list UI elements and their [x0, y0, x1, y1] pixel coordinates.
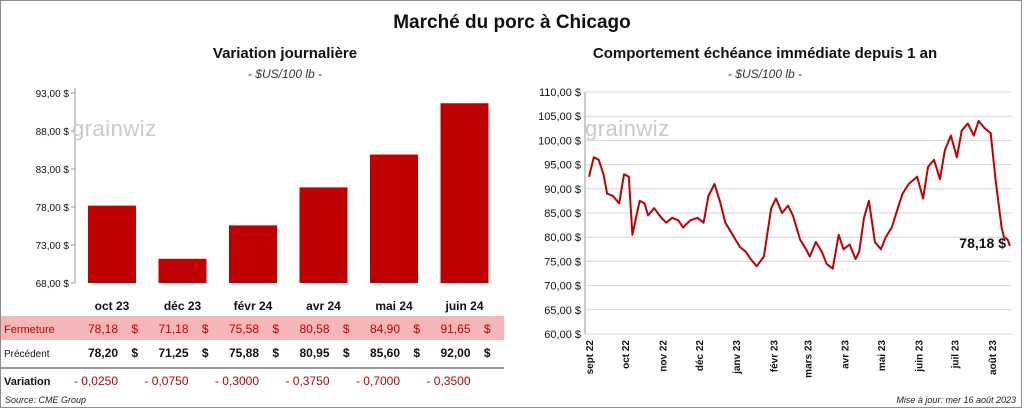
- cell-suffix: $: [484, 346, 491, 360]
- cell-suffix: $: [343, 346, 350, 360]
- cell-value: - 0,0750: [144, 374, 188, 388]
- price-line: [588, 120, 1011, 270]
- column-header: févr 24: [234, 299, 273, 313]
- cell-value: 78,20: [88, 346, 118, 360]
- cell-value: 85,60: [370, 346, 400, 360]
- y-tick-label: 78,00 $: [36, 203, 70, 214]
- cell-value: 71,18: [158, 322, 188, 336]
- cell-value: 71,25: [158, 346, 188, 360]
- row-label: Fermeture: [4, 324, 55, 336]
- cell-value: 78,18: [88, 322, 118, 336]
- page-title: Marché du porc à Chicago: [393, 12, 631, 33]
- cell-value: 91,65: [440, 322, 470, 336]
- cell-suffix: $: [272, 322, 279, 336]
- cell-value: 75,88: [229, 346, 259, 360]
- right-line-chart: 110,00 $ 105,00 $ 100,00 $ 95,00 $ 90,00 $ 85…: [538, 87, 1012, 378]
- cell-suffix: $: [272, 346, 279, 360]
- column-header: oct 23: [95, 299, 130, 313]
- cell-suffix: $: [413, 322, 420, 336]
- y-tick-label: 83,00 $: [36, 165, 70, 176]
- cell-suffix: $: [131, 322, 138, 336]
- cell-value: - 0,3500: [426, 374, 470, 388]
- y-tick-label: 105,00 $: [538, 111, 581, 123]
- cell-suffix: $: [202, 322, 209, 336]
- y-tick-label: 68,00 $: [36, 279, 70, 290]
- y-tick-label: 110,00 $: [539, 87, 581, 99]
- x-tick-label: mai 23: [877, 340, 888, 372]
- cell-value: - 0,3000: [215, 374, 259, 388]
- update-note: Mise à jour: mer 16 août 2023: [896, 395, 1016, 405]
- row-label: Précédent: [4, 349, 50, 360]
- cell-value: - 0,0250: [74, 374, 118, 388]
- y-tick-label: 95,00 $: [544, 160, 581, 172]
- bar: [158, 258, 207, 283]
- x-tick-label: août 23: [988, 340, 999, 375]
- y-tick-label: 85,00 $: [544, 208, 581, 220]
- cell-suffix: $: [343, 322, 350, 336]
- x-tick-label: févr 23: [770, 340, 781, 373]
- column-header: mai 24: [375, 299, 413, 313]
- column-header: juin 24: [444, 299, 483, 313]
- y-tick-label: 93,00 $: [36, 89, 70, 100]
- source-note: Source: CME Group: [5, 395, 87, 405]
- y-tick-label: 60,00 $: [544, 329, 581, 341]
- right-chart-title: Comportement échéance immédiate depuis 1…: [592, 45, 938, 62]
- right-chart-unit: - $US/100 lb -: [727, 67, 803, 81]
- bar: [440, 103, 489, 283]
- x-tick-label: juin 23: [914, 340, 925, 373]
- bar: [370, 154, 418, 283]
- bar: [229, 225, 277, 283]
- cell-suffix: $: [131, 346, 138, 360]
- y-tick-label: 75,00 $: [544, 256, 581, 268]
- x-tick-label: déc 22: [695, 340, 706, 372]
- cell-value: 80,58: [299, 322, 329, 336]
- right-grainwiz-logo: grainwiz: [585, 116, 670, 141]
- y-tick-label: 65,00 $: [544, 305, 581, 317]
- cell-value: - 0,3750: [285, 374, 329, 388]
- column-header: avr 24: [306, 299, 341, 313]
- column-header: déc 23: [164, 299, 202, 313]
- x-tick-label: nov 22: [659, 340, 670, 372]
- x-tick-label: mars 23: [803, 340, 814, 378]
- cell-value: 92,00: [440, 346, 470, 360]
- left-bar-chart: 93,00 $ 88,00 $ 83,00 $ 78,00 $ 73,00 $ 68,00…: [1, 88, 504, 388]
- left-chart-title: Variation journalière: [212, 45, 358, 62]
- x-tick-label: oct 22: [621, 340, 632, 369]
- x-tick-label: avr 23: [841, 340, 852, 369]
- row-label: Variation: [4, 376, 51, 388]
- y-tick-label: 100,00 $: [538, 135, 581, 147]
- left-chart-unit: - $US/100 lb -: [247, 67, 323, 81]
- bar: [88, 205, 136, 283]
- left-grainwiz-logo: grainwiz: [72, 116, 157, 141]
- fermeture-row-bg: [1, 316, 504, 340]
- y-tick-label: 88,00 $: [36, 127, 70, 138]
- last-value-label: 78,18 $: [959, 235, 1006, 251]
- cell-suffix: $: [202, 346, 209, 360]
- y-tick-label: 80,00 $: [544, 232, 581, 244]
- cell-value: - 0,7000: [356, 374, 400, 388]
- y-tick-label: 70,00 $: [544, 281, 581, 293]
- x-tick-label: janv 23: [732, 340, 743, 375]
- bar: [299, 187, 348, 283]
- cell-suffix: $: [413, 346, 420, 360]
- x-tick-label: sept 22: [585, 340, 596, 375]
- y-tick-label: 73,00 $: [36, 241, 70, 252]
- cell-value: 84,90: [370, 322, 400, 336]
- cell-value: 80,95: [299, 346, 329, 360]
- x-tick-label: juil 23: [951, 340, 962, 370]
- cell-suffix: $: [484, 322, 491, 336]
- y-tick-label: 90,00 $: [544, 184, 581, 196]
- cell-value: 75,58: [229, 322, 259, 336]
